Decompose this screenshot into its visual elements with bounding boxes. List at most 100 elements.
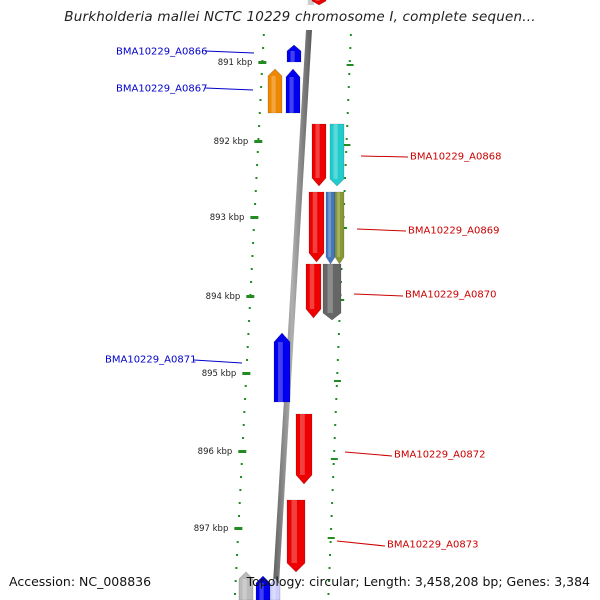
ring-dot-left [254, 190, 257, 192]
gene-A0872-arrow-shine [300, 414, 305, 475]
ring-dot-left [246, 346, 249, 348]
ring-dot-left [254, 203, 257, 205]
ring-dot-right [329, 541, 332, 543]
ring-dot-right [343, 190, 346, 192]
scale-tick-label: 891 kbp [218, 58, 253, 68]
gene-A0869-steel-block [325, 191, 336, 265]
ring-dot-right [345, 138, 348, 140]
ring-dot-left [250, 268, 253, 270]
ring-dot-left [242, 437, 245, 439]
minor-tick-mark [333, 380, 341, 382]
ring-dot-left [251, 255, 254, 257]
gene-A0869-red-arrow [308, 191, 325, 263]
accession-text: Accession: NC_008836 [9, 574, 152, 589]
gene-label-leader [336, 540, 386, 547]
gene-label-leader [204, 87, 254, 91]
ring-dot-left [252, 242, 255, 244]
ring-dot-left [244, 398, 247, 400]
ring-dot-right [333, 437, 336, 439]
gene-label-BMA10229_A0869[interactable]: BMA10229_A0869 [408, 226, 499, 237]
minor-tick-mark [330, 458, 338, 460]
gene-A0870-red-arrow-shine [309, 264, 315, 309]
ring-dot-left [244, 385, 247, 387]
ring-dot-right [331, 489, 334, 491]
ring-dot-right [335, 398, 338, 400]
gene-A0867-arrow-shine [289, 77, 294, 113]
ring-dot-left [248, 320, 251, 322]
gene-label-BMA10229_A0868[interactable]: BMA10229_A0868 [410, 152, 501, 163]
gene-A0869-olive-block-shine [337, 192, 340, 257]
ring-dot-left [256, 151, 259, 153]
ring-dot-right [343, 203, 346, 205]
scale-tick-label: 895 kbp [202, 369, 237, 379]
partial-top-red-arrow [311, 0, 327, 6]
ring-dot-right [346, 112, 349, 114]
ring-dot-left [238, 502, 241, 504]
gene-features [238, 0, 345, 600]
gene-A0870-gray-block [322, 263, 342, 321]
ring-dot-right [335, 385, 338, 387]
gene-A0870-red-arrow [305, 263, 322, 319]
ring-dot-left [262, 34, 265, 36]
ring-dot-right [349, 34, 352, 36]
ring-dot-right [337, 346, 340, 348]
ring-dot-right [348, 60, 351, 62]
ring-dot-right [346, 125, 349, 127]
gene-label-BMA10229_A0867[interactable]: BMA10229_A0867 [116, 84, 207, 95]
ring-dot-right [328, 580, 330, 582]
ring-dot-right [332, 463, 335, 465]
scale-tick-label: 894 kbp [206, 292, 241, 302]
gene-A0873-arrow [286, 499, 306, 573]
gene-A0869-olive-block [334, 191, 345, 265]
scale-tick-label: 896 kbp [198, 447, 233, 457]
partial-light-block-shine [272, 585, 276, 600]
gene-label-BMA10229_A0871[interactable]: BMA10229_A0871 [105, 355, 196, 366]
ring-dot-left [259, 99, 262, 101]
partial-light-block [269, 577, 281, 600]
ring-dot-right [334, 411, 337, 413]
partial-gray-block [238, 571, 254, 600]
ring-dot-left [243, 411, 246, 413]
ring-dot-right [332, 476, 335, 478]
ring-dot-right [347, 86, 350, 88]
ring-dot-right [348, 73, 351, 75]
map-title: Burkholderia mallei NCTC 10229 chromosom… [64, 9, 536, 25]
ring-dot-right [344, 177, 347, 179]
gene-label-leader [193, 359, 243, 364]
gene-label-BMA10229_A0872[interactable]: BMA10229_A0872 [394, 450, 485, 461]
ring-dot-left [242, 424, 245, 426]
gene-A0868-cyan-block [329, 123, 345, 187]
gene-A0866-arrow-shine [290, 51, 295, 62]
gene-label-leader [360, 155, 409, 158]
gene-label-BMA10229_A0870[interactable]: BMA10229_A0870 [405, 290, 496, 301]
ring-dot-left [236, 541, 239, 543]
gene-A0871-arrow [273, 332, 291, 403]
gene-label-BMA10229_A0873[interactable]: BMA10229_A0873 [387, 540, 478, 551]
ring-dot-left [257, 138, 260, 140]
gene-A0868-red-arrow [311, 123, 327, 187]
ring-dot-left [262, 47, 265, 49]
ring-dot-right [330, 515, 333, 517]
gene-A0868-red-arrow-shine [315, 124, 320, 178]
ring-dot-left [234, 593, 237, 595]
backbone-cap [307, 0, 314, 5]
ring-dot-right [336, 372, 339, 374]
gene-labels: BMA10229_A0866 BMA10229_A0867 BMA10229_A08… [105, 47, 501, 551]
ring-dot-right [334, 424, 337, 426]
gene-label-leader [204, 50, 255, 54]
ring-dot-left [255, 177, 258, 179]
gene-label-BMA10229_A0866[interactable]: BMA10229_A0866 [116, 47, 207, 58]
scale-tick-label: 892 kbp [214, 137, 249, 147]
ring-dot-left [250, 281, 253, 283]
ring-dot-left [248, 307, 251, 309]
ring-dot-right [349, 47, 352, 49]
ring-dot-right [329, 554, 332, 556]
minor-tick-mark [343, 144, 351, 146]
ring-dot-right [328, 567, 331, 569]
minor-tick-mark [327, 537, 335, 539]
ring-dot-left [240, 463, 243, 465]
gene-A0869-steel-block-shine [328, 192, 331, 257]
ring-dot-left [234, 580, 237, 582]
